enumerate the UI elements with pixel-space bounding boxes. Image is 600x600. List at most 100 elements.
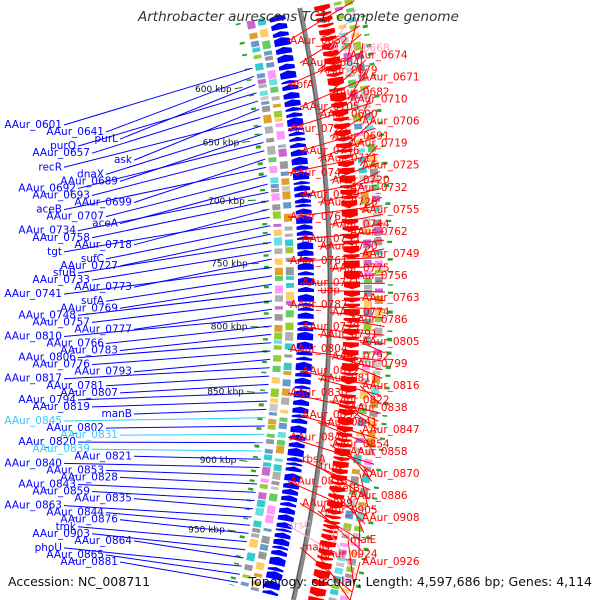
reverse-annotation-block bbox=[278, 422, 288, 430]
gene-leader-line bbox=[299, 76, 369, 108]
reverse-annotation-block bbox=[274, 332, 283, 340]
reverse-annotation-block bbox=[265, 137, 275, 143]
gene-label: AAur_0763 bbox=[362, 292, 420, 304]
gene-label: AAur_0719 bbox=[350, 138, 408, 150]
gene-leader-line bbox=[63, 67, 253, 126]
reverse-annotation-block bbox=[251, 47, 261, 53]
forward-cds-arrow bbox=[342, 357, 359, 362]
gene-leader-line bbox=[287, 348, 384, 362]
reverse-marker bbox=[230, 576, 237, 580]
gene-leader-line bbox=[349, 561, 361, 600]
forward-annotation-block bbox=[369, 399, 379, 409]
gene-leader-line bbox=[329, 444, 374, 474]
reverse-annotation-block bbox=[285, 246, 294, 254]
reverse-annotation-block bbox=[274, 258, 283, 265]
reverse-annotation-block bbox=[280, 171, 289, 177]
gene-leader-line bbox=[359, 341, 384, 353]
forward-annotation-block bbox=[333, 1, 342, 6]
reverse-annotation-block bbox=[269, 165, 278, 174]
gene-label: AAur_0725 bbox=[362, 160, 420, 172]
forward-marker bbox=[377, 121, 384, 125]
forward-marker bbox=[387, 240, 393, 244]
reverse-annotation-block bbox=[259, 90, 269, 97]
gene-label: purQ bbox=[50, 140, 76, 152]
gene-leader-line bbox=[347, 539, 355, 584]
forward-annotation-block bbox=[362, 355, 371, 364]
forward-annotation-block bbox=[360, 89, 370, 100]
reverse-annotation-block bbox=[274, 275, 283, 281]
gene-label: AAur_0812 bbox=[302, 365, 360, 377]
gene-label: AAur_0835 bbox=[74, 493, 132, 505]
forward-cds-arrow bbox=[313, 3, 331, 12]
gene-label: fruK bbox=[320, 461, 343, 473]
reverse-annotation-block bbox=[275, 122, 284, 128]
forward-cds-arrow bbox=[322, 49, 340, 57]
gene-leader-line bbox=[347, 451, 373, 482]
reverse-annotation-block bbox=[244, 563, 254, 572]
reverse-cds-arrow bbox=[297, 241, 314, 250]
reverse-annotation-block bbox=[282, 379, 291, 387]
gene-label: AAur_0793 bbox=[74, 366, 132, 378]
forward-cds-arrow bbox=[328, 493, 345, 500]
forward-cds-arrow bbox=[333, 116, 350, 122]
gene-label: AAur_0863 bbox=[4, 500, 62, 512]
forward-cds-arrow bbox=[326, 500, 344, 509]
forward-marker bbox=[366, 43, 372, 48]
reverse-annotation-block bbox=[285, 276, 294, 280]
gene-leader-line bbox=[347, 495, 365, 533]
reverse-annotation-block bbox=[254, 62, 264, 71]
reverse-marker bbox=[259, 389, 266, 392]
reverse-annotation-block bbox=[274, 248, 283, 255]
forward-cds-arrow bbox=[311, 578, 329, 587]
gene-leader-line bbox=[63, 547, 242, 567]
reverse-cds-arrow bbox=[273, 538, 290, 547]
gene-label: AAur_0838 bbox=[350, 402, 408, 414]
reverse-cds-arrow bbox=[288, 127, 305, 132]
forward-cds-arrow bbox=[320, 35, 337, 42]
gene-label: AAur_0777 bbox=[74, 323, 132, 335]
forward-annotation-block bbox=[338, 24, 347, 30]
reverse-cds-arrow bbox=[287, 448, 305, 458]
reverse-annotation-block bbox=[252, 520, 262, 528]
reverse-cds-arrow bbox=[277, 54, 294, 64]
gene-leader-line bbox=[317, 136, 377, 159]
gene-label: rbsA bbox=[302, 453, 326, 465]
reverse-annotation-block bbox=[285, 310, 294, 318]
gene-label: AAur_0674 bbox=[350, 50, 408, 62]
reverse-annotation-block bbox=[251, 527, 261, 534]
forward-annotation-block bbox=[374, 238, 383, 246]
gene-leader-line bbox=[91, 100, 259, 154]
reverse-marker bbox=[259, 188, 266, 192]
forward-cds-arrow bbox=[321, 41, 339, 51]
gene-label: AAur_0741 bbox=[4, 288, 62, 300]
gene-leader-line bbox=[77, 483, 256, 493]
reverse-annotation-block bbox=[270, 486, 279, 491]
gene-label: AAur_0822 bbox=[332, 395, 390, 407]
gene-label: AAur_0758 bbox=[32, 232, 90, 244]
gene-label: AAur_0839 bbox=[32, 443, 90, 455]
forward-annotation-block bbox=[334, 6, 344, 12]
gene-leader-line bbox=[359, 42, 364, 78]
forward-annotation-block bbox=[360, 191, 369, 199]
reverse-cds-arrow bbox=[270, 550, 288, 557]
reverse-annotation-block bbox=[260, 535, 271, 545]
reverse-marker bbox=[254, 133, 260, 136]
forward-cds-arrow bbox=[343, 303, 360, 308]
reverse-cds-arrow bbox=[273, 37, 291, 48]
reverse-cds-arrow bbox=[288, 441, 305, 449]
reverse-annotation-block bbox=[261, 466, 271, 477]
forward-cds-arrow bbox=[339, 400, 356, 405]
reverse-annotation-block bbox=[256, 499, 266, 508]
gene-leader-line bbox=[329, 213, 384, 225]
reverse-cds-arrow bbox=[294, 198, 312, 204]
forward-cds-arrow bbox=[341, 362, 358, 372]
forward-cds-arrow bbox=[323, 523, 340, 530]
gene-leader-line bbox=[133, 498, 254, 510]
reverse-annotation-block bbox=[284, 226, 293, 231]
gene-label: AAur_0750 bbox=[320, 240, 378, 252]
gene-leader-line bbox=[133, 208, 270, 246]
forward-cds-arrow bbox=[313, 568, 331, 579]
reverse-cds-arrow bbox=[296, 230, 313, 236]
